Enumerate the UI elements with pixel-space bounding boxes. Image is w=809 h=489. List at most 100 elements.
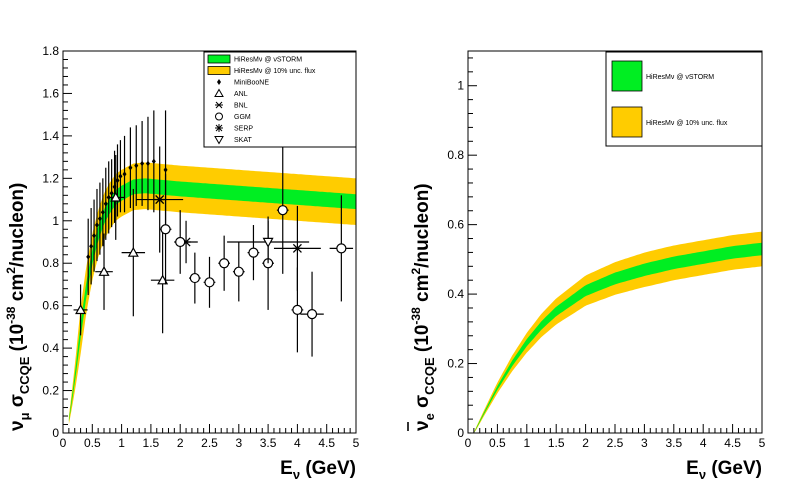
data-point-miniboone: [97, 182, 102, 255]
data-point-miniboone: [89, 208, 94, 285]
legend-triangle-down-icon: [214, 136, 224, 145]
legend-label: ANL: [234, 91, 248, 98]
x-tick-label: 2: [582, 436, 589, 450]
y-tick-label: 0.8: [447, 148, 464, 162]
x-tick-label: 0.5: [489, 436, 506, 450]
y-tick-label: 0: [52, 426, 59, 440]
open-circle-marker: [336, 243, 347, 254]
data-point-miniboone: [86, 218, 91, 296]
legend-label: SKAT: [234, 137, 252, 144]
data-point-ggm: [203, 256, 216, 308]
diamond-marker: [128, 164, 133, 171]
y-tick-label: 0.2: [42, 384, 59, 398]
diamond-marker: [97, 215, 102, 222]
y-tick-label: 0.8: [42, 256, 59, 270]
open-circle-marker: [175, 236, 186, 248]
data-point-ggm: [188, 252, 201, 304]
data-point-ggm: [329, 195, 354, 302]
star-marker: [292, 243, 303, 253]
data-point-miniboone: [151, 110, 156, 213]
chart-panel-right: 0 0.5 1 1.5 2 2.5 3 3.5 4 4.5 5 0 0.2 0.4 0.6 0.8 1 Eν (G…: [407, 50, 766, 482]
x-tick-label: 4.5: [724, 436, 741, 450]
diamond-marker: [118, 173, 123, 180]
yellow-uncertainty-band: [68, 162, 357, 425]
x-tick-label: 2: [177, 436, 184, 450]
data-point-miniboone: [115, 144, 120, 217]
data-point-miniboone: [122, 135, 127, 213]
data-point-anl: [121, 188, 146, 317]
legend-yellow-swatch: [611, 106, 643, 138]
y-tick-label: 1.2: [42, 171, 59, 185]
x-tick-label: 5: [759, 436, 766, 450]
diamond-marker: [94, 222, 99, 228]
legend-label: HiResMν @ νSTORM: [646, 74, 714, 81]
open-circle-marker: [219, 258, 230, 269]
y-tick-label: 0.2: [447, 357, 464, 371]
x-tick-label: 1.5: [548, 436, 565, 450]
series-skat: [227, 220, 310, 264]
diamond-marker: [122, 171, 127, 177]
data-point-miniboone: [109, 159, 114, 228]
data-point-anl: [150, 227, 175, 334]
x-tick-label: 4: [294, 436, 301, 450]
series-anl: [73, 154, 175, 336]
green-uncertainty-band: [68, 178, 357, 422]
data-point-ggm: [247, 225, 260, 281]
x-tick-label: 2.5: [201, 436, 218, 450]
legend-label: BNL: [234, 103, 248, 110]
yellow-uncertainty-band: [473, 231, 762, 433]
series-ggm: [159, 146, 354, 357]
x-tick-label: 1: [118, 436, 125, 450]
legend-asterisk-icon: [215, 124, 223, 132]
data-point-anl: [95, 233, 113, 310]
y-tick-label: 0: [457, 426, 464, 440]
diamond-marker: [151, 158, 156, 165]
y-tick-label: 1: [52, 214, 59, 228]
data-point-ggm: [291, 267, 304, 353]
legend-star-icon: [215, 101, 223, 109]
x-axis-label: Eν (GeV): [280, 458, 356, 482]
x-tick-label: 1.5: [143, 436, 160, 450]
legend-green-swatch: [207, 54, 231, 64]
data-point-ggm: [232, 242, 245, 302]
data-point-miniboone: [103, 167, 108, 240]
legend-triangle-icon: [214, 88, 224, 97]
y-axis-label: νe σCCQE (10-38 cm2/nucleon): [409, 183, 437, 431]
x-tick-label: 4.5: [318, 436, 335, 450]
data-point-anl: [106, 154, 125, 240]
data-point-miniboone: [128, 127, 133, 209]
data-point-miniboone: [112, 150, 117, 223]
y-tick-label: 0.4: [42, 341, 59, 355]
y-tick-label: 0.6: [447, 218, 464, 232]
data-point-miniboone: [145, 116, 150, 211]
diamond-marker: [103, 201, 108, 207]
data-point-ggm: [159, 174, 172, 285]
data-point-miniboone: [94, 188, 99, 262]
open-circle-marker: [248, 247, 259, 258]
y-axis-label: νμ σCCQE (10-38 cm2/nucleon): [4, 183, 32, 431]
x-tick-label: 2.5: [607, 436, 624, 450]
diamond-marker: [100, 209, 105, 216]
x-tick-label: 3: [641, 436, 648, 450]
open-circle-marker: [189, 272, 200, 284]
legend: HiResMν @ νSTORM HiResMν @ 10% unc. flux M…: [203, 51, 357, 148]
data-point-anl: [73, 284, 88, 336]
y-tick-label: 1: [457, 79, 464, 93]
chart-panel-left: 0 0.5 1 1.5 2 2.5 3 3.5 4 4.5 5 0 0.2 0.4 0.6 0.8 1 1.2 1.…: [4, 44, 360, 482]
legend-label: GGM: [234, 114, 251, 121]
x-tick-label: 3: [235, 436, 242, 450]
x-tick-label: 0: [465, 436, 472, 450]
y-tick-label: 0.4: [447, 287, 464, 301]
data-point-miniboone: [134, 125, 139, 206]
open-circle-marker: [204, 277, 215, 288]
open-circle-marker: [292, 304, 303, 316]
legend-label: HiResMν @ 10% unc. flux: [646, 120, 728, 127]
legend-green-swatch: [611, 60, 643, 92]
open-triangle-marker: [98, 265, 110, 276]
y-tick-label: 1.4: [42, 129, 59, 143]
diamond-marker: [112, 184, 117, 190]
data-point-miniboone: [92, 199, 97, 272]
x-tick-label: 3.5: [260, 436, 277, 450]
open-triangle-marker: [157, 274, 169, 285]
